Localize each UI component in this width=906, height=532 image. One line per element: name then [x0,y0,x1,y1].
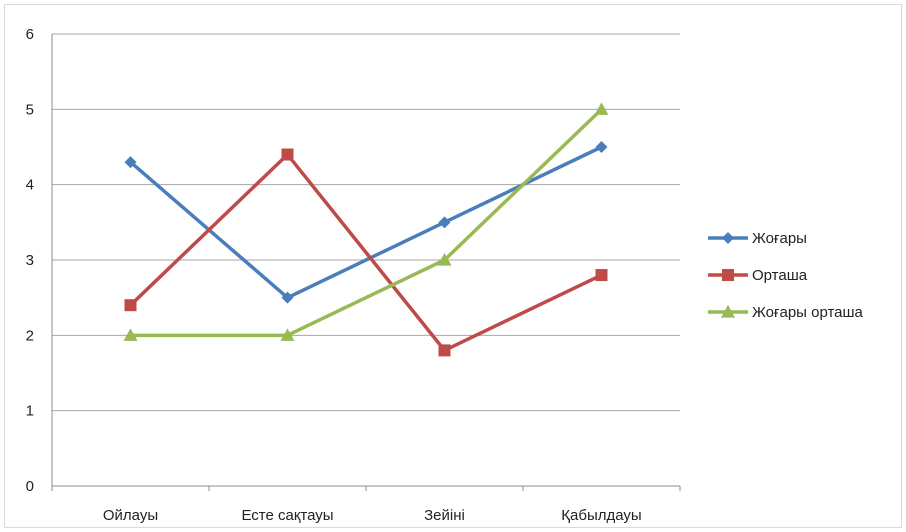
chart-frame [4,4,902,528]
series-2 [124,148,608,357]
data-point [437,253,452,266]
data-point [438,344,451,357]
y-tick-label: 3 [26,252,34,269]
y-tick-label: 1 [26,403,34,420]
y-tick-label: 0 [26,478,34,495]
axes: 0 1 2 3 4 5 6 Ойлауы Есте сақтауы Зейіні Қабылдауы [26,26,681,524]
data-point [124,156,137,169]
y-tick-label: 5 [26,101,34,118]
x-tick-label: Есте сақтауы [241,507,333,524]
legend-marker [722,269,734,281]
x-tick-label: Ойлауы [103,507,158,524]
legend-label: Жоғары орташа [752,304,864,321]
data-point [280,328,295,341]
legend-label: Орташа [752,267,808,284]
legend-label: Жоғары [752,230,807,247]
legend-marker [721,305,735,318]
series-line [128,107,604,338]
y-tick-label: 4 [26,177,34,194]
data-point [595,141,608,153]
legend-item: Жоғары [708,230,807,247]
data-point [124,299,137,312]
data-point [123,328,138,341]
series-lines [123,102,609,357]
data-point [595,269,608,282]
y-tick-label: 6 [26,26,34,43]
series-3 [123,102,609,341]
x-tick-label: Қабылдауы [561,507,641,524]
series-1 [124,141,608,304]
legend-marker [722,232,734,244]
data-point [438,216,451,229]
data-point [594,102,609,115]
x-tick-label: Зейіні [424,507,465,524]
legend: Жоғары Орташа Жоғары орташа [708,230,864,321]
series-line [128,145,604,300]
series-line [128,152,604,353]
y-tick-label: 2 [26,327,34,344]
data-point [281,148,294,161]
legend-item: Жоғары орташа [708,304,864,321]
data-point [281,291,294,304]
legend-item: Орташа [708,267,808,284]
